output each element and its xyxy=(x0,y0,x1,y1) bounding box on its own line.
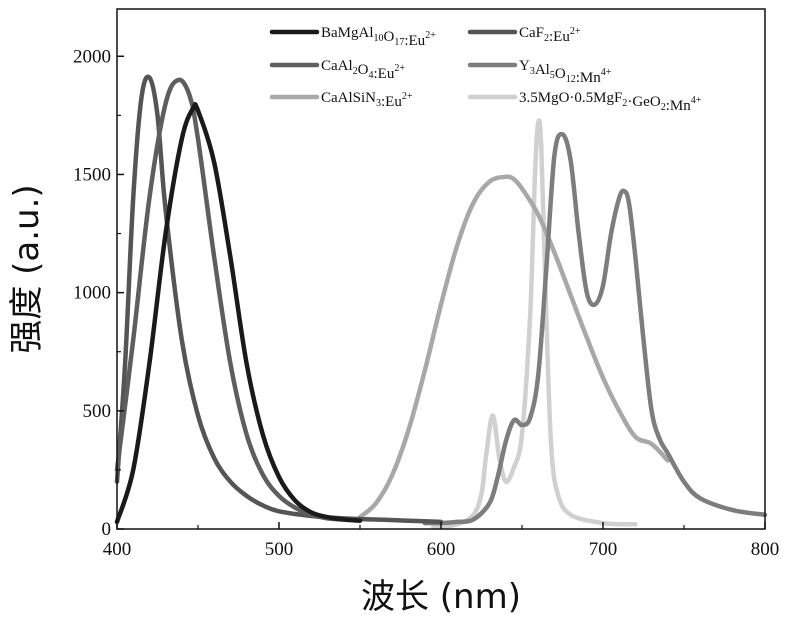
y-tick-label: 2000 xyxy=(73,46,111,67)
legend-label-5: CaAlSiN3:Eu2+ xyxy=(321,90,413,110)
series-line-3 xyxy=(117,80,344,520)
legend-label-1: BaMgAl10O17:Eu2+ xyxy=(321,25,436,49)
y-axis-title: 强度 (a.u.) xyxy=(7,184,47,353)
series-layer xyxy=(117,77,765,528)
x-tick-label: 400 xyxy=(103,539,132,560)
x-tick-label: 600 xyxy=(427,539,456,560)
x-tick-label: 800 xyxy=(751,539,780,560)
series-line-6 xyxy=(433,121,636,528)
series-line-4 xyxy=(425,134,765,523)
legend-label-4: Y3Al5O12:Mn4+ xyxy=(519,58,612,86)
legend: BaMgAl10O17:Eu2+ CaF2:Eu2+ CaAl2O4:Eu2+ Y3A… xyxy=(272,25,702,114)
y-tick-label: 1500 xyxy=(73,164,111,185)
x-axis-title: 波长 (nm) xyxy=(361,577,521,617)
legend-label-2: CaF2:Eu2+ xyxy=(519,25,581,45)
y-tick-label: 500 xyxy=(83,401,112,422)
tick-layer: 400 500 600 700 800 0 500 1000 1500 2000 xyxy=(73,46,779,560)
legend-label-6: 3.5MgO·0.5MgF2·GeO2:Mn4+ xyxy=(519,90,702,114)
y-tick-label: 0 xyxy=(102,519,112,540)
x-tick-label: 500 xyxy=(265,539,294,560)
series-line-2 xyxy=(117,77,441,522)
y-tick-label: 1000 xyxy=(73,283,111,304)
legend-label-3: CaAl2O4:Eu2+ xyxy=(321,58,405,82)
x-tick-label: 700 xyxy=(589,539,618,560)
